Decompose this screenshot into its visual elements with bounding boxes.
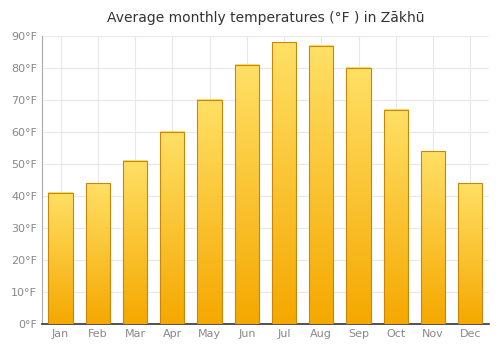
Bar	[309, 46, 334, 324]
Bar	[346, 68, 370, 324]
Bar	[272, 42, 296, 324]
Bar	[384, 110, 408, 324]
Bar	[198, 100, 222, 324]
Bar	[86, 183, 110, 324]
Bar	[234, 65, 259, 324]
Bar	[160, 132, 184, 324]
Bar	[458, 183, 482, 324]
Title: Average monthly temperatures (°F ) in Zākhū: Average monthly temperatures (°F ) in Zā…	[106, 11, 424, 25]
Bar	[421, 151, 445, 324]
Bar	[123, 161, 147, 324]
Bar	[48, 193, 72, 324]
